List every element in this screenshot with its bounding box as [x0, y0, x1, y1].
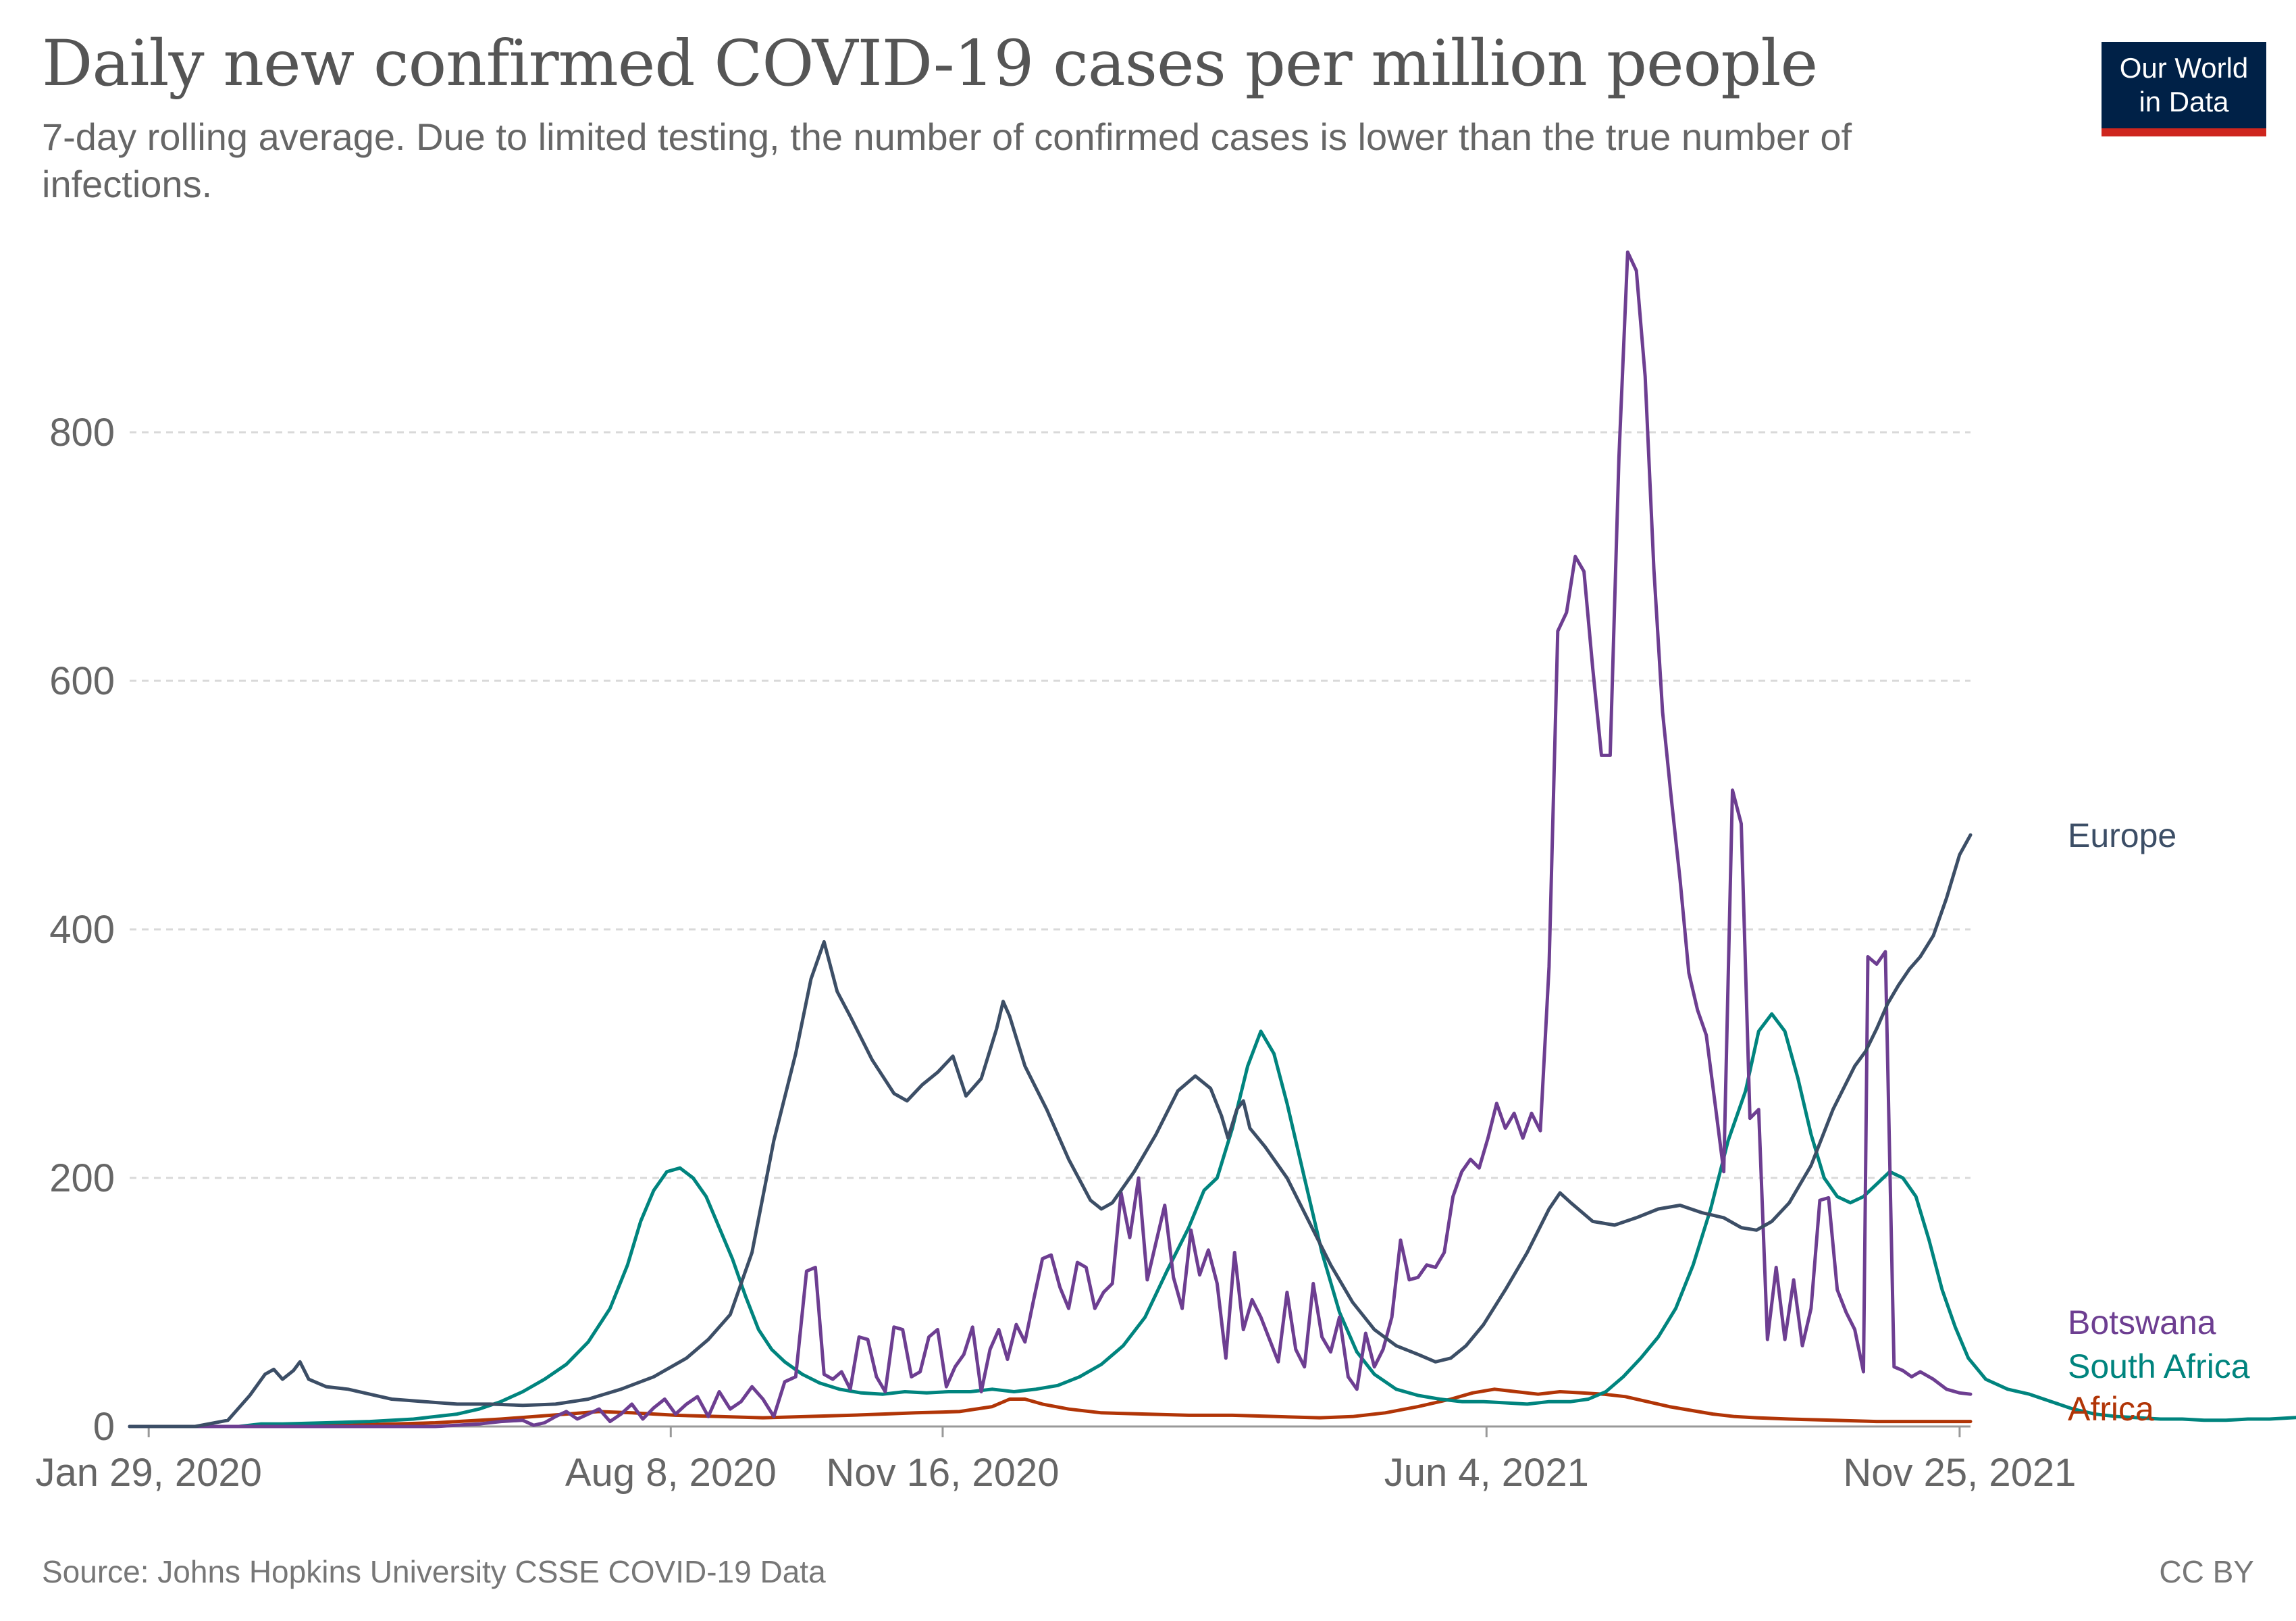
series-lines [128, 250, 2296, 1429]
logo-line-2: in Data [2139, 86, 2229, 118]
y-tick-label: 400 [49, 908, 115, 952]
chart-subtitle: 7-day rolling average. Due to limited te… [42, 115, 1852, 205]
x-tick-label: Jun 4, 2021 [1384, 1451, 1589, 1495]
owid-logo[interactable]: Our World in Data [2102, 42, 2266, 136]
legend-label-africa[interactable]: Africa [2068, 1390, 2154, 1428]
logo-line-1: Our World [2119, 52, 2249, 84]
legend-label-botswana[interactable]: Botswana [2068, 1304, 2216, 1341]
series-line-botswana[interactable] [128, 250, 1973, 1429]
y-tick-label: 200 [49, 1156, 115, 1200]
chart-title: Daily new confirmed COVID-19 cases per m… [42, 27, 1818, 101]
legend-label-europe[interactable]: Europe [2068, 817, 2176, 854]
axes: 0 200 400 600 800 Jan 29, 2020 Aug 8, 2020 Nov … [35, 411, 2076, 1495]
legend-label-south-africa[interactable]: South Africa [2068, 1347, 2250, 1385]
x-tick-label: Nov 16, 2020 [826, 1451, 1059, 1495]
series-line-south-africa[interactable] [128, 1012, 2296, 1429]
x-tick-label: Aug 8, 2020 [565, 1451, 777, 1495]
x-tick-label: Jan 29, 2020 [35, 1451, 261, 1495]
grid-lines [130, 431, 1971, 1179]
series-line-europe[interactable] [128, 833, 1973, 1429]
series-line-africa[interactable] [128, 1387, 1973, 1429]
source-note: Source: Johns Hopkins University CSSE CO… [42, 1554, 826, 1589]
y-tick-label: 600 [49, 659, 115, 703]
legend: Europe Botswana South Africa Africa [2068, 817, 2250, 1428]
license-link[interactable]: CC BY [2159, 1554, 2254, 1589]
y-tick-label: 800 [49, 411, 115, 455]
x-tick-label: Nov 25, 2021 [1843, 1451, 2076, 1495]
y-tick-label: 0 [93, 1405, 115, 1449]
